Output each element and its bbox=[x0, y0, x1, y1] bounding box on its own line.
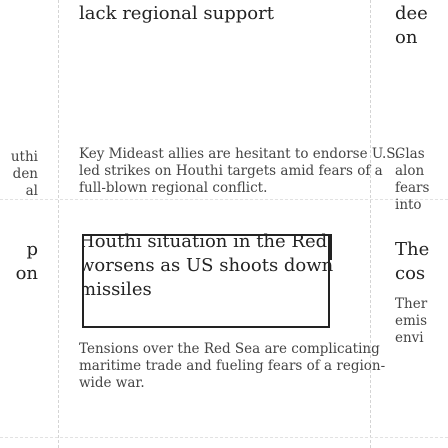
middle-article-headline-line-2[interactable]: worsens as US shoots down bbox=[82, 255, 334, 276]
right-summary-fragment-7: envi bbox=[395, 330, 424, 346]
right-headline-fragment-4[interactable]: cos bbox=[395, 263, 426, 284]
column-divider-right bbox=[370, 0, 371, 448]
right-summary-fragment-4: into bbox=[395, 197, 422, 213]
right-summary-fragment-2: alon bbox=[395, 163, 425, 179]
right-article-column[interactable]: dee on Clas alon fears into The cos Ther… bbox=[395, 0, 448, 448]
column-divider-left bbox=[58, 0, 59, 448]
right-headline-fragment-3[interactable]: The bbox=[395, 239, 430, 260]
left-fragment-1: uthi bbox=[10, 149, 38, 165]
top-article-summary-line-2: led strikes on Houthi targets amid fears… bbox=[79, 163, 383, 179]
left-fragment-5: on bbox=[15, 263, 38, 284]
right-headline-fragment-2[interactable]: on bbox=[395, 27, 418, 48]
focus-outline bbox=[82, 234, 332, 328]
middle-article-summary-line-3: wide war. bbox=[79, 375, 145, 391]
row-divider-top bbox=[0, 199, 448, 200]
middle-article-summary-line-1: Tensions over the Red Sea are complicati… bbox=[79, 341, 380, 357]
middle-article-headline-link[interactable]: Houthi situation in the Red Sea worsens … bbox=[82, 230, 334, 330]
top-article-headline[interactable]: lack regional support bbox=[79, 3, 274, 24]
right-summary-fragment-3: fears bbox=[395, 180, 430, 196]
top-article-summary-line-3: full-blown regional conflict. bbox=[79, 180, 268, 196]
left-fragment-4: p bbox=[26, 239, 38, 260]
row-divider-bottom bbox=[0, 437, 448, 438]
left-article-column[interactable]: uthi den al p on bbox=[0, 0, 38, 448]
middle-article-headline-line-3[interactable]: missiles bbox=[82, 279, 152, 300]
right-summary-fragment-6: emis bbox=[395, 313, 428, 329]
right-summary-fragment-5: Ther bbox=[395, 296, 428, 312]
middle-article-headline-line-1[interactable]: Houthi situation in the Red Sea bbox=[82, 231, 334, 252]
right-summary-fragment-1: Clas bbox=[395, 146, 425, 162]
right-headline-fragment-1[interactable]: dee bbox=[395, 3, 428, 24]
middle-article-summary-line-2: maritime trade and fueling fears of a re… bbox=[79, 358, 386, 374]
left-fragment-3: al bbox=[25, 183, 38, 199]
top-article-summary-line-1: Key Mideast allies are hesitant to endor… bbox=[79, 146, 404, 162]
left-fragment-2: den bbox=[12, 166, 38, 182]
